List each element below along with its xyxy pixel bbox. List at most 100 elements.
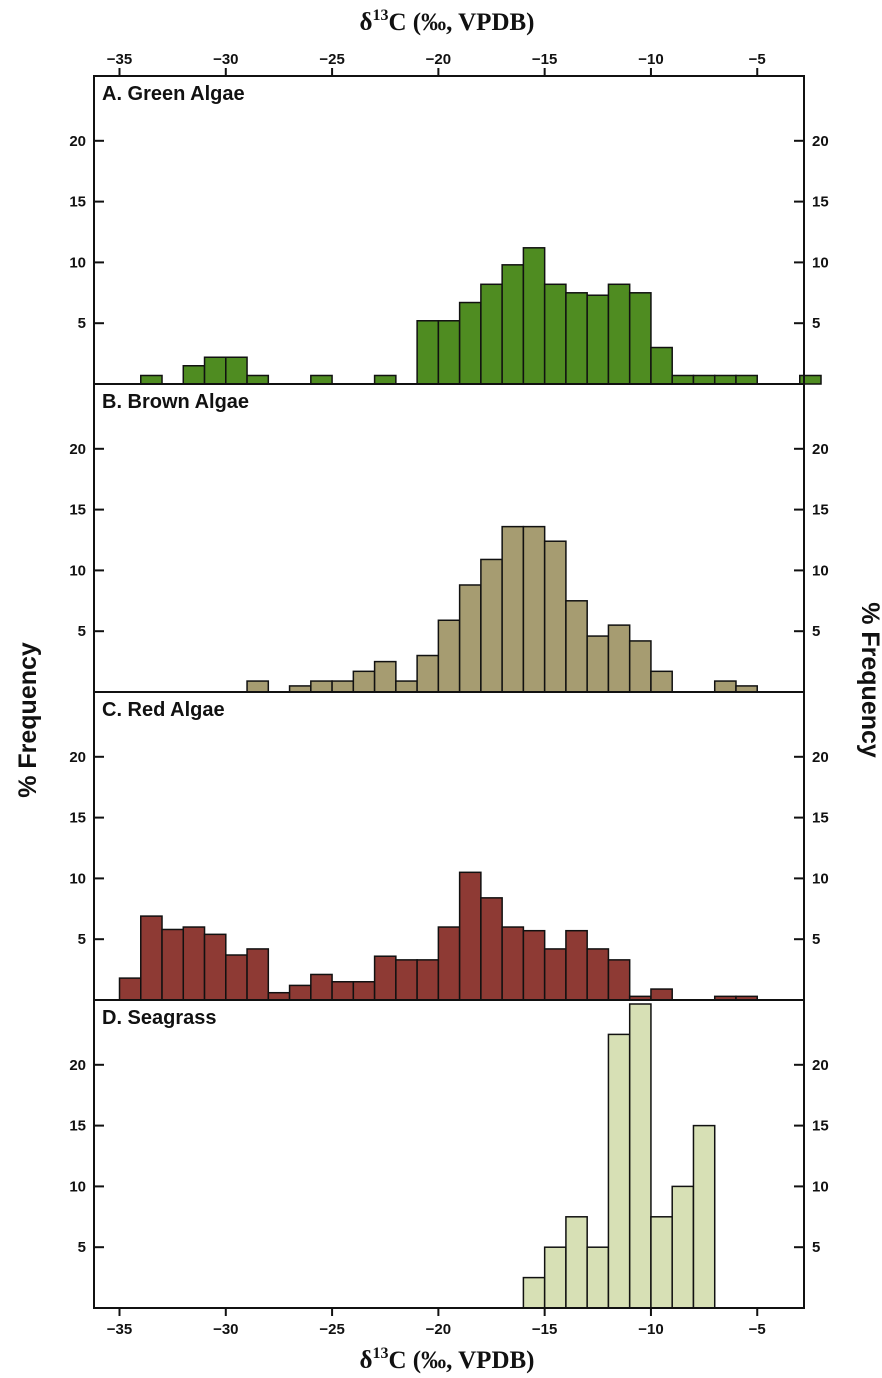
histogram-bar	[628, 640, 652, 693]
y-tick-label-left: 10	[69, 562, 86, 579]
y-tick-label-left: 20	[69, 1057, 86, 1074]
y-tick-label-left: 15	[69, 194, 86, 211]
histogram-bar	[628, 292, 652, 385]
panel-label: B. Brown Algae	[102, 391, 249, 413]
histogram-bar	[458, 871, 482, 1001]
panel-label: D. Seagrass	[102, 1007, 217, 1029]
y-tick-label-right: 5	[812, 315, 820, 332]
histogram-bar	[352, 670, 376, 693]
y-tick-label-left: 20	[69, 133, 86, 150]
histogram-bar	[416, 654, 440, 693]
histogram-bar	[480, 558, 503, 693]
y-tick-label-left: 5	[78, 315, 86, 332]
histogram-bar	[225, 356, 248, 385]
y-tick-label-right: 10	[812, 562, 829, 579]
y-tick-label-right: 5	[812, 931, 820, 948]
x-tick-label-bottom: −20	[426, 1321, 451, 1338]
panels-group: 5 5 10 10 15 15 20 20 A. Green Algae 5 5 10 10 15 15 20…	[69, 75, 829, 1309]
histogram-bar	[480, 897, 503, 1001]
histogram-bar	[713, 374, 737, 385]
histogram-bar	[565, 929, 588, 1001]
histogram-bar	[501, 926, 525, 1001]
panel-label: A. Green Algae	[102, 83, 245, 105]
histogram-bar	[203, 933, 227, 1001]
histogram-bar	[543, 1246, 567, 1309]
panel-a-green-algae: 5 5 10 10 15 15 20 20 A. Green Algae	[69, 75, 829, 385]
histogram-bar	[650, 670, 673, 693]
histogram-bar	[395, 959, 418, 1001]
histogram-bar	[395, 680, 418, 693]
histogram-bar	[310, 680, 333, 693]
histogram-bar	[458, 301, 482, 385]
x-tick-label-bottom: −25	[319, 1321, 344, 1338]
histogram-bar	[331, 981, 355, 1001]
histogram-bar	[118, 977, 142, 1001]
x-tick-label-top: −30	[213, 51, 238, 68]
x-tick-label-top: −15	[532, 51, 557, 68]
x-tick-label-bottom: −15	[532, 1321, 557, 1338]
histogram-bar	[692, 374, 716, 385]
x-tick-label-top: −25	[319, 51, 344, 68]
y-tick-label-right: 20	[812, 749, 829, 766]
histogram-bar	[437, 619, 461, 693]
y-tick-label-right: 20	[812, 441, 829, 458]
histogram-bar	[288, 984, 312, 1001]
panel-d-seagrass: 5 5 10 10 15 15 20 20 D. Seagrass	[69, 999, 829, 1309]
y-tick-label-left: 15	[69, 1118, 86, 1135]
histogram-bar	[416, 320, 440, 385]
histogram-bar	[267, 991, 291, 1001]
histogram-bar	[373, 374, 397, 385]
y-tick-label-right: 20	[812, 1057, 829, 1074]
histogram-bar	[458, 584, 482, 693]
y-tick-label-left: 20	[69, 441, 86, 458]
x-tick-label-bottom: −30	[213, 1321, 238, 1338]
histogram-bar	[246, 948, 270, 1001]
histogram-bar	[565, 292, 588, 385]
histogram-bar	[437, 926, 461, 1001]
histogram-bar	[735, 374, 758, 385]
histogram-bar	[543, 283, 567, 385]
y-tick-label-right: 15	[812, 1118, 829, 1135]
y-axis-title-left: % Frequency	[14, 642, 42, 798]
histogram-bar	[607, 1033, 631, 1309]
panel-label: C. Red Algae	[102, 699, 225, 721]
panel-frame	[93, 999, 805, 1309]
histogram-bar	[628, 1003, 652, 1309]
histogram-bar	[798, 374, 822, 385]
x-tick-label-top: −35	[107, 51, 132, 68]
y-tick-label-right: 10	[812, 254, 829, 271]
y-tick-label-left: 20	[69, 749, 86, 766]
x-tick-label-top: −20	[426, 51, 451, 68]
histogram-bar	[225, 954, 248, 1001]
histogram-bar	[161, 928, 185, 1001]
histogram-bar	[522, 1276, 546, 1309]
histogram-bar	[650, 1216, 673, 1309]
y-tick-label-right: 5	[812, 623, 820, 640]
histogram-bar	[522, 247, 546, 385]
histogram-bar	[246, 680, 270, 693]
histogram-bar	[352, 981, 376, 1001]
histogram-bar	[480, 283, 503, 385]
y-tick-label-right: 15	[812, 810, 829, 827]
x-axis-ticks: −35 −35 −30 −30 −25 −25 −20 −20 −15 −15 −10 −10 −5 −5	[107, 51, 766, 1338]
panel-c-red-algae: 5 5 10 10 15 15 20 20 C. Red Algae	[69, 691, 829, 1001]
histogram-bar	[522, 929, 546, 1001]
histogram-bar	[586, 294, 610, 385]
x-tick-label-top: −5	[749, 51, 766, 68]
histogram-bar	[310, 374, 333, 385]
x-tick-label-top: −10	[638, 51, 663, 68]
histogram-bar	[565, 600, 588, 693]
y-tick-label-right: 5	[812, 1239, 820, 1256]
histogram-bar	[671, 1185, 695, 1309]
histogram-bar	[437, 320, 461, 385]
x-axis-title-bottom: δ13C (‰, VPDB)	[359, 1345, 534, 1374]
y-tick-label-left: 5	[78, 931, 86, 948]
histogram-bar	[607, 959, 631, 1001]
histogram-bar	[373, 955, 397, 1001]
x-axis-title-top: δ13C (‰, VPDB)	[359, 7, 534, 36]
y-tick-label-left: 10	[69, 1178, 86, 1195]
histogram-bar	[607, 283, 631, 385]
y-tick-label-left: 15	[69, 502, 86, 519]
histogram-bar	[522, 525, 546, 693]
